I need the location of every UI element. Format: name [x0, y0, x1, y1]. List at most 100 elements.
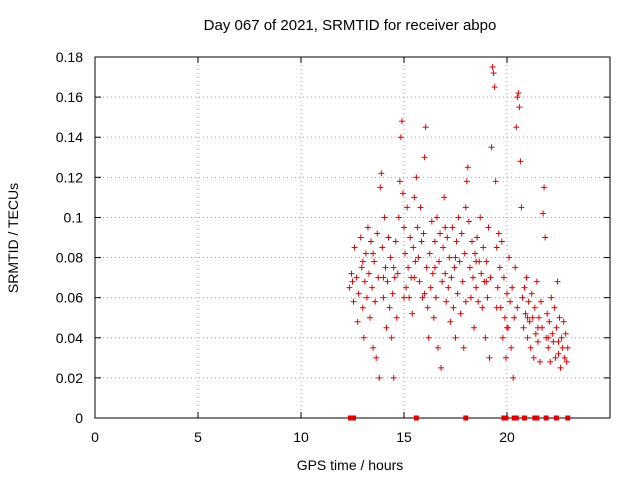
data-point	[355, 290, 362, 297]
data-point	[406, 294, 413, 301]
data-point	[508, 344, 515, 351]
data-point	[545, 344, 552, 351]
y-tick-label: 0.02	[56, 370, 83, 386]
data-point	[459, 278, 466, 285]
data-point	[392, 238, 399, 245]
data-point	[514, 304, 521, 311]
data-point	[549, 330, 556, 337]
data-point	[380, 294, 387, 301]
data-point	[513, 124, 520, 131]
data-point	[486, 354, 493, 361]
data-point	[415, 254, 422, 261]
data-point	[488, 144, 495, 151]
data-point	[420, 230, 427, 237]
plot-frame	[94, 56, 611, 419]
data-point	[495, 230, 502, 237]
data-point	[381, 214, 388, 221]
data-point	[396, 178, 403, 185]
data-point	[483, 258, 490, 265]
gridlines	[95, 57, 610, 418]
data-point	[455, 214, 462, 221]
data-point	[411, 274, 418, 281]
data-point	[462, 204, 469, 211]
data-point	[452, 334, 459, 341]
data-point	[553, 324, 560, 331]
data-point	[507, 298, 514, 305]
data-point	[482, 334, 489, 341]
data-point	[544, 310, 551, 317]
data-point	[518, 204, 525, 211]
data-point	[359, 304, 366, 311]
data-point	[484, 294, 491, 301]
data-point	[464, 164, 471, 171]
data-point	[364, 224, 371, 231]
data-point	[405, 264, 412, 271]
data-point	[442, 224, 449, 231]
data-points	[346, 64, 571, 381]
data-point	[414, 224, 421, 231]
data-point	[514, 94, 521, 101]
data-point	[358, 264, 365, 271]
data-point	[471, 324, 478, 331]
x-axis-label: GPS time / hours	[297, 457, 404, 473]
data-point	[478, 270, 485, 277]
data-point	[496, 264, 503, 271]
data-point	[397, 134, 404, 141]
data-point	[369, 284, 376, 291]
x-tick-label: 5	[194, 429, 202, 445]
data-point	[449, 224, 456, 231]
data-point	[385, 234, 392, 241]
data-point	[357, 234, 364, 241]
data-point	[413, 174, 420, 181]
data-point	[555, 338, 562, 345]
data-point	[532, 330, 539, 337]
data-point	[439, 278, 446, 285]
data-point	[483, 278, 490, 285]
data-point	[504, 290, 510, 297]
data-point	[541, 184, 548, 191]
data-point	[506, 254, 513, 261]
data-point	[437, 230, 444, 237]
data-point	[525, 298, 532, 305]
data-point	[445, 284, 452, 291]
data-point	[423, 264, 430, 271]
data-point	[493, 244, 500, 251]
data-point	[354, 318, 361, 325]
data-point	[448, 274, 455, 281]
data-point	[456, 258, 463, 265]
data-point	[479, 304, 486, 311]
data-point	[370, 344, 377, 351]
y-tick-label: 0.04	[56, 330, 83, 346]
data-point	[378, 170, 385, 177]
data-point	[451, 264, 458, 271]
data-point	[489, 64, 496, 71]
data-point	[520, 324, 527, 331]
x-tick-labels: 0 5 10 15 20	[91, 429, 515, 445]
data-point	[377, 184, 384, 191]
data-point	[468, 238, 475, 245]
data-point	[465, 218, 472, 225]
data-point	[383, 324, 390, 331]
data-point	[530, 354, 537, 361]
zero-marker	[413, 415, 419, 421]
data-point	[517, 158, 524, 165]
data-point	[395, 214, 402, 221]
data-point	[365, 270, 372, 277]
x-tick-label: 20	[499, 429, 515, 445]
data-point	[554, 278, 561, 285]
data-point	[421, 154, 428, 161]
data-point	[473, 258, 480, 265]
data-point	[404, 204, 411, 211]
x-tick-label: 15	[396, 429, 412, 445]
data-point	[470, 274, 477, 281]
data-point	[387, 254, 394, 261]
y-tick-label: 0.18	[56, 49, 83, 65]
data-point	[431, 238, 438, 245]
data-point	[558, 334, 565, 341]
data-point	[524, 334, 531, 341]
data-point	[440, 244, 447, 251]
data-point	[555, 350, 562, 357]
data-point	[367, 314, 374, 321]
data-point	[557, 364, 564, 371]
